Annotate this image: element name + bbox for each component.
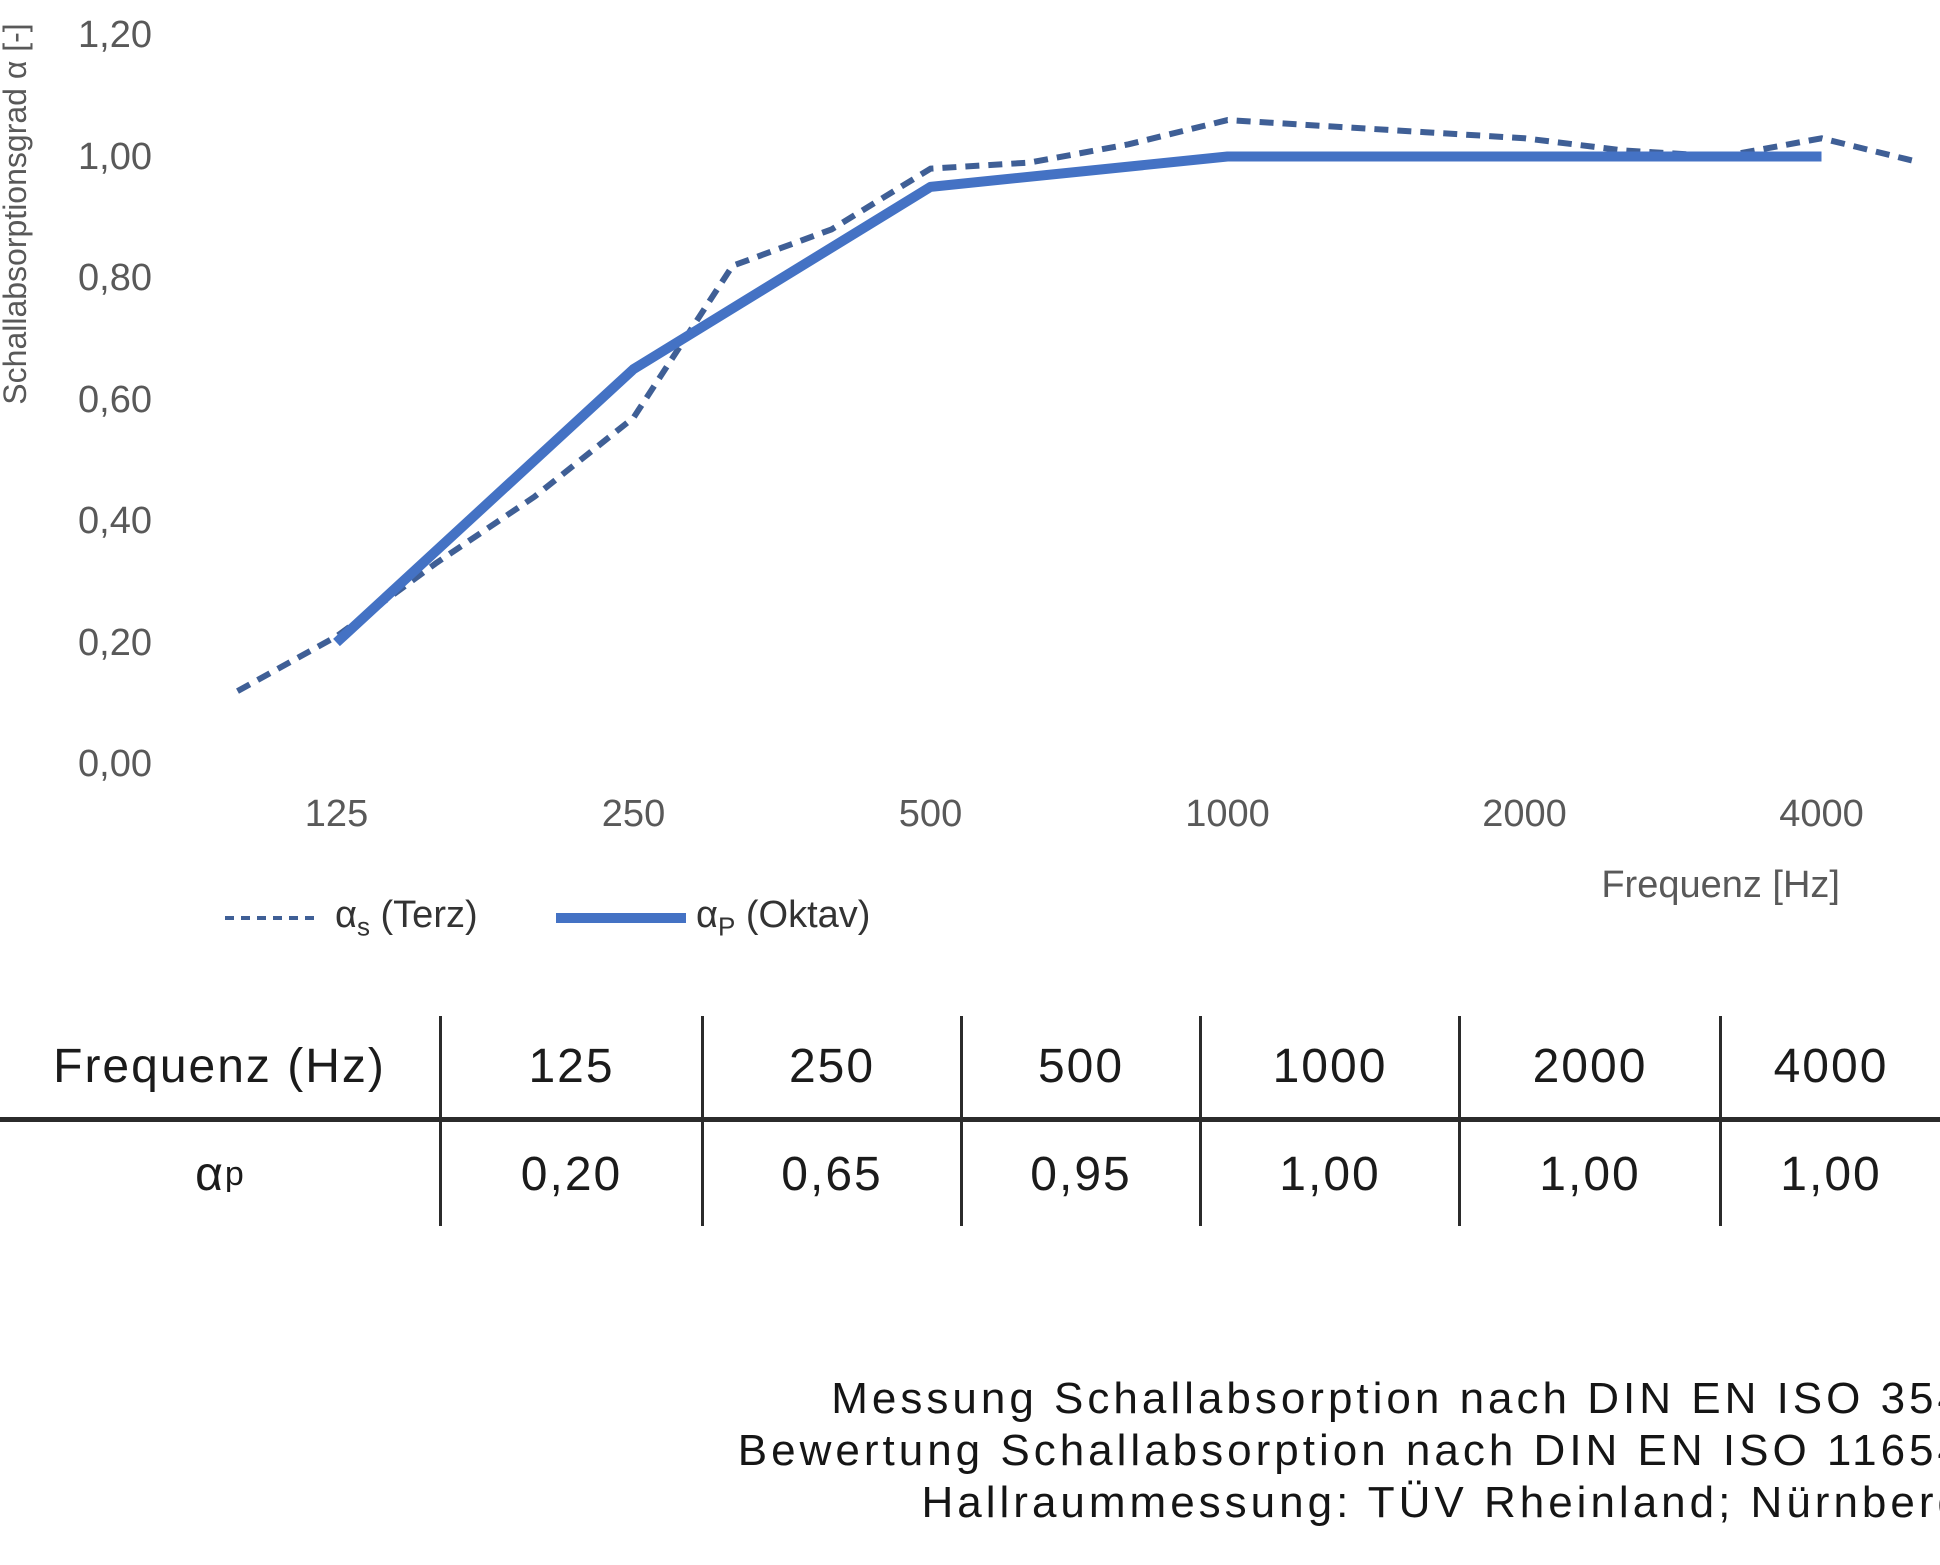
x-tick-label: 2000 [1482, 793, 1567, 835]
table-header-2000: 2000 [1458, 1016, 1719, 1122]
table-header-500: 500 [960, 1016, 1199, 1122]
y-tick-label: 0,80 [78, 257, 152, 299]
table-value-1000: 1,00 [1199, 1122, 1458, 1226]
absorption-table: Frequenz (Hz) 125 250 500 1000 2000 4000… [0, 1016, 1940, 1226]
undefined [764, 0, 780, 1000]
y-tick-label: 0,40 [78, 500, 152, 542]
undefined [764, 0, 780, 188]
y-tick-label: 0,20 [78, 621, 152, 664]
absorption-chart [35, 0, 1922, 1000]
undefined [764, 0, 780, 485]
terz-dashed-line-swatch [225, 913, 317, 923]
x-tick-label: 4000 [1779, 793, 1864, 835]
undefined [764, 0, 780, 287]
x-tick-label: 1000 [1185, 793, 1270, 835]
undefined [764, 0, 780, 1000]
x-tick-label: 250 [601, 793, 666, 835]
y-tick-label: 1,00 [78, 135, 152, 178]
table-header-250: 250 [701, 1016, 960, 1122]
undefined [764, 0, 780, 1000]
footer-line-3: Hallraummessung: TÜV Rheinland; Nürnberg [921, 1478, 1940, 1527]
table-value-2000: 1,00 [1458, 1122, 1719, 1226]
legend-item-terz: αs (Terz) [225, 893, 478, 942]
table-value-250: 0,65 [701, 1122, 960, 1226]
table-header-4000: 4000 [1719, 1016, 1940, 1122]
undefined [764, 0, 780, 1000]
undefined [35, 0, 764, 386]
footer-line-2: Bewertung Schallabsorption nach DIN EN I… [737, 1426, 1940, 1475]
undefined [764, 0, 780, 980]
y-tick-label: 0,00 [78, 743, 152, 785]
undefined [764, 0, 780, 881]
table-value-4000: 1,00 [1719, 1122, 1940, 1226]
measurement-standards-text: Messung Schallabsorption nach DIN EN ISO… [480, 1373, 1940, 1529]
undefined [764, 0, 780, 683]
table-header-frequency: Frequenz (Hz) [0, 1016, 439, 1122]
terz-series-line [236, 117, 1922, 694]
footer-line-1: Messung Schallabsorption nach DIN EN ISO… [831, 1374, 1940, 1423]
undefined [764, 0, 780, 1000]
legend-label-oktav: αP (Oktav) [696, 893, 871, 942]
table-value-125: 0,20 [439, 1122, 701, 1226]
legend-label-terz: αs (Terz) [335, 893, 478, 942]
undefined [764, 0, 780, 1000]
undefined [764, 0, 780, 386]
x-tick-label: 500 [898, 793, 963, 835]
table-header-125: 125 [439, 1016, 701, 1122]
undefined [764, 0, 780, 1000]
y-tick-label: 0,60 [78, 378, 152, 421]
oktav-solid-line-swatch [556, 913, 686, 923]
chart-series-lines [236, 117, 1922, 694]
x-tick-label: 125 [304, 793, 369, 835]
undefined [764, 0, 780, 1000]
undefined [764, 0, 780, 782]
x-axis-title: Frequenz [Hz] [1601, 864, 1840, 906]
table-value-500: 0,95 [960, 1122, 1199, 1226]
oktav-series-line [333, 151, 1822, 647]
y-axis-title: Schallabsorptionsgrad α [-] [0, 23, 33, 405]
y-tick-label: 1,20 [78, 14, 152, 56]
legend-item-oktav: αP (Oktav) [556, 893, 871, 942]
undefined [764, 0, 780, 1000]
table-header-1000: 1000 [1199, 1016, 1458, 1122]
